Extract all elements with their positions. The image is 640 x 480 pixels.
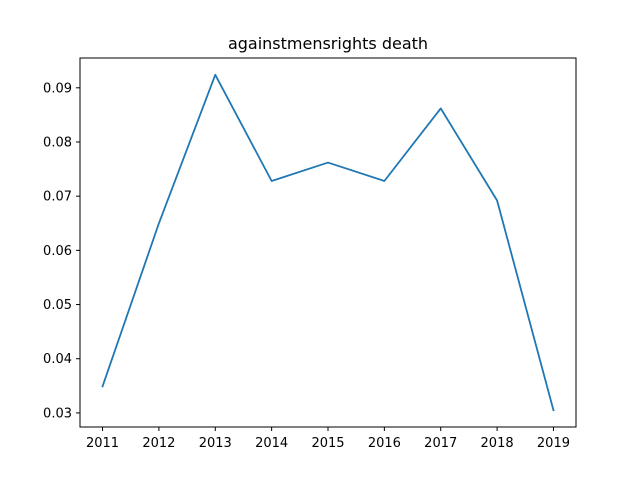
y-tick-label: 0.09 [43,81,72,96]
series-line [101,73,555,412]
x-tick-label: 2013 [199,436,232,451]
x-tick-label: 2017 [424,436,457,451]
x-tick-label: 2019 [537,436,570,451]
x-tick-label: 2015 [311,436,344,451]
y-tick-label: 0.05 [43,298,72,313]
y-tick-label: 0.04 [43,352,72,367]
x-tick-label: 2016 [368,436,401,451]
y-tick-label: 0.06 [43,244,72,259]
plot-frame [79,57,577,428]
y-tick-label: 0.08 [43,135,72,150]
y-tick-label: 0.07 [43,190,72,205]
x-axis-ticks: 2011 2012 2013 2014 2015 2016 2017 2018 2019 [86,427,570,451]
y-axis-ticks: 0.03 0.04 0.05 0.06 0.07 0.08 0.09 [43,81,80,421]
series-layer [101,73,555,412]
x-tick-label: 2018 [481,436,514,451]
chart-title: againstmensrights death [228,34,428,53]
x-tick-label: 2011 [86,436,119,451]
y-tick-label: 0.03 [43,406,72,421]
x-tick-label: 2014 [255,436,288,451]
x-tick-label: 2012 [142,436,175,451]
